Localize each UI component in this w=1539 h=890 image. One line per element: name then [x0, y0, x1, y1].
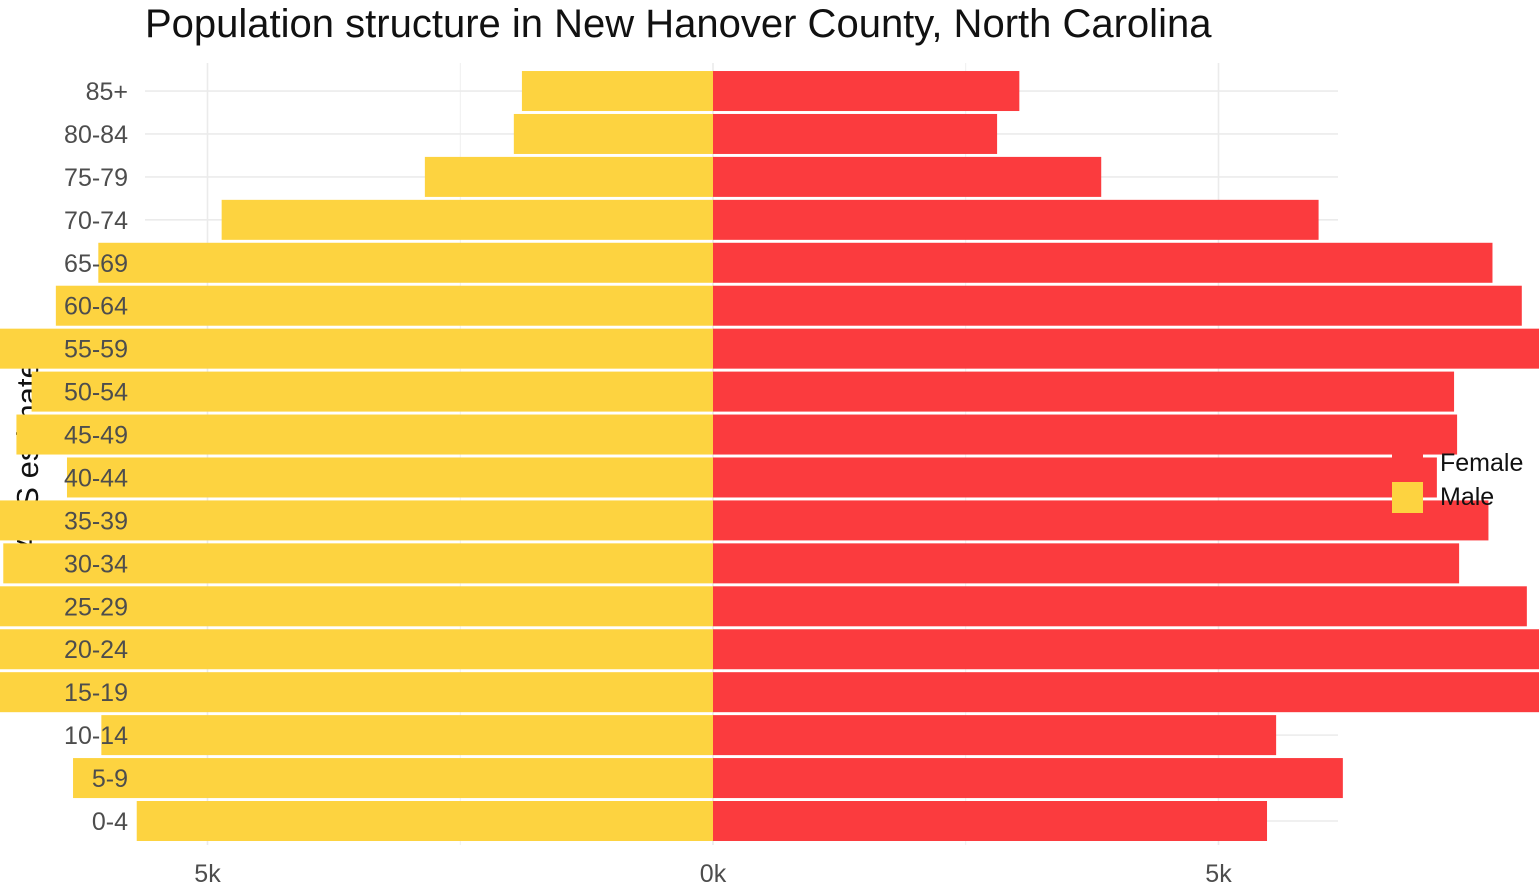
- y-tick-label: 75-79: [64, 164, 128, 192]
- bar-male-10-14: [101, 715, 714, 756]
- bar-female-15-19: [713, 672, 1539, 713]
- bar-female-25-29: [713, 586, 1527, 627]
- bar-male-55-59: [0, 328, 713, 369]
- legend-swatch: [1392, 447, 1423, 479]
- bar-female-0-4: [713, 801, 1268, 841]
- legend: Female Male: [1392, 446, 1523, 514]
- y-tick-label: 45-49: [64, 422, 128, 450]
- bar-male-45-49: [16, 414, 713, 455]
- bar-female-70-74: [713, 199, 1319, 240]
- y-tick-label: 80-84: [64, 121, 128, 149]
- bar-male-0-4: [136, 801, 714, 841]
- y-tick-label: 25-29: [64, 593, 128, 621]
- legend-item-male: Male: [1392, 480, 1523, 514]
- bar-female-35-39: [713, 500, 1489, 541]
- bar-female-20-24: [713, 629, 1539, 670]
- y-tick-label: 30-34: [64, 550, 128, 578]
- bar-male-70-74: [221, 199, 714, 240]
- y-tick-label: 20-24: [64, 636, 128, 664]
- bar-male-75-79: [424, 156, 713, 197]
- y-tick-label: 50-54: [64, 379, 128, 407]
- bar-male-25-29: [0, 586, 713, 627]
- bar-female-60-64: [713, 285, 1522, 326]
- bar-female-65-69: [713, 242, 1493, 283]
- bar-female-10-14: [713, 715, 1277, 756]
- y-tick-label: 35-39: [64, 507, 128, 535]
- y-tick-label: 55-59: [64, 336, 128, 364]
- bars: [0, 71, 1539, 841]
- legend-label: Male: [1440, 482, 1495, 511]
- bar-female-40-44: [713, 457, 1437, 498]
- bar-female-80-84: [713, 113, 998, 154]
- bar-male-85+: [521, 71, 713, 112]
- legend-item-female: Female: [1392, 446, 1523, 480]
- bar-female-30-34: [713, 543, 1460, 584]
- bar-female-50-54: [713, 371, 1455, 412]
- bar-male-5-9: [73, 758, 714, 799]
- chart-title: Population structure in New Hanover Coun…: [145, 2, 1212, 46]
- bar-male-80-84: [513, 113, 713, 154]
- y-tick-label: 10-14: [64, 722, 128, 750]
- x-tick-label: 5k: [1205, 860, 1232, 888]
- bar-male-60-64: [55, 285, 714, 326]
- x-tick-labels: 10k5k0k5k10k: [194, 860, 1232, 888]
- y-tick-label: 15-19: [64, 679, 128, 707]
- bar-male-15-19: [0, 672, 714, 713]
- y-tick-label: 40-44: [64, 464, 128, 492]
- x-tick-label: 0k: [700, 860, 727, 888]
- bar-male-35-39: [0, 500, 714, 541]
- bar-male-20-24: [0, 629, 713, 670]
- bar-female-85+: [713, 71, 1020, 112]
- bar-male-50-54: [31, 371, 714, 412]
- legend-label: Female: [1440, 448, 1524, 477]
- y-tick-label: 0-4: [92, 808, 128, 836]
- bar-female-45-49: [713, 414, 1458, 455]
- y-tick-label: 5-9: [92, 765, 128, 793]
- bar-male-65-69: [98, 242, 713, 283]
- y-tick-label: 85+: [86, 78, 128, 106]
- bar-male-30-34: [3, 543, 713, 584]
- y-tick-label: 70-74: [64, 207, 128, 235]
- y-tick-label: 65-69: [64, 250, 128, 278]
- bar-female-75-79: [713, 156, 1102, 197]
- bar-male-40-44: [66, 457, 713, 498]
- legend-swatch: [1392, 481, 1423, 513]
- bar-female-5-9: [713, 758, 1343, 799]
- x-tick-label: 5k: [194, 860, 221, 888]
- bar-female-55-59: [713, 328, 1539, 369]
- y-tick-labels: 0-4 5-9 10-14 15-19 20-24 25-29 30-34 35-39 40-4…: [64, 78, 128, 836]
- y-tick-label: 60-64: [64, 293, 128, 321]
